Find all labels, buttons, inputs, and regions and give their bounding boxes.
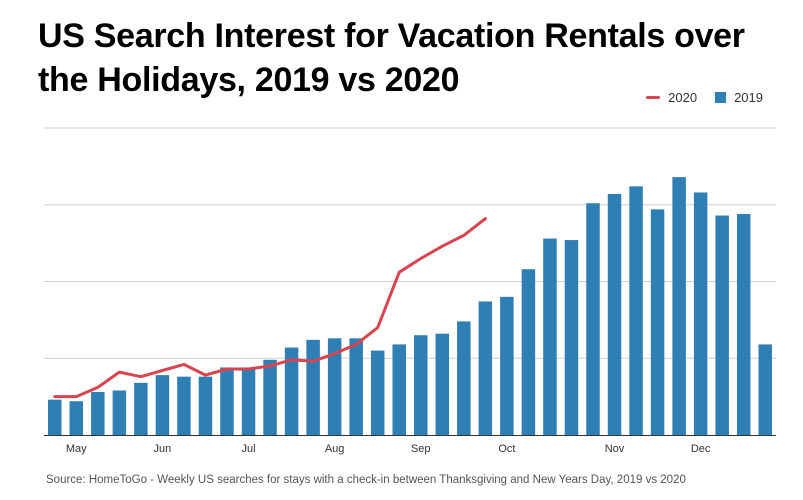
x-tick-label-oct: Oct	[498, 443, 515, 455]
bar-2019-week-25	[564, 240, 579, 435]
legend-label-2019: 2019	[734, 90, 763, 105]
bar-2019-week-19	[435, 333, 450, 435]
bar-2019-week-31	[693, 192, 708, 435]
x-tick-label-may: May	[66, 443, 87, 455]
bar-2019-week-17	[392, 344, 406, 435]
bar-2019-week-26	[586, 203, 600, 435]
bar-2019-week-9	[220, 367, 234, 435]
line-2020	[53, 217, 487, 399]
chart-title: US Search Interest for Vacation Rentals …	[38, 17, 745, 99]
bar-2019-week-8	[198, 376, 213, 435]
legend-item-2020[interactable]: 2020	[646, 90, 697, 105]
bar-2019-week-10	[241, 367, 256, 435]
bar-2019-week-28	[629, 186, 643, 435]
legend: 2020 2019	[628, 90, 763, 105]
source-note: Source: HomeToGo - Weekly US searches fo…	[46, 474, 686, 486]
bar-2019-week-2	[69, 401, 84, 435]
bar-2019-week-32	[715, 215, 729, 435]
bar-2019-week-29	[650, 209, 665, 435]
legend-swatch-2019	[715, 92, 727, 103]
x-tick-label-jul: Jul	[241, 443, 255, 455]
bar-2019-week-14	[327, 338, 342, 435]
bar-2019-week-3	[91, 392, 105, 435]
legend-swatch-2020	[646, 96, 661, 99]
bar-2019-week-22	[500, 296, 514, 435]
legend-label-2020: 2020	[668, 90, 698, 105]
bar-2019-week-21	[478, 301, 493, 435]
bar-2019-week-20	[457, 321, 471, 435]
bar-2019-week-15	[349, 338, 363, 435]
bar-2019-week-33	[736, 213, 751, 435]
bar-2019-week-24	[543, 238, 557, 435]
bar-2019-week-23	[521, 269, 536, 435]
bar-2019-week-5	[134, 382, 148, 435]
bar-2019-week-6	[155, 375, 170, 435]
x-tick-label-dec: Dec	[691, 443, 711, 455]
x-tick-label-sep: Sep	[411, 443, 431, 455]
bar-2019-week-12	[284, 347, 299, 435]
bar-2019-week-18	[414, 335, 428, 435]
bar-2019-week-7	[177, 376, 191, 435]
bar-2019-week-16	[370, 350, 385, 435]
chart-plot: May Jun Jul Aug Sep Oct Nov Dec	[44, 127, 776, 455]
bar-2019-week-4	[112, 390, 127, 435]
x-tick-label-jun: Jun	[154, 443, 172, 455]
bar-2019-week-11	[263, 359, 277, 435]
bar-2019-week-27	[607, 194, 622, 435]
legend-item-2019[interactable]: 2019	[715, 90, 763, 105]
bar-2019-week-34	[758, 344, 772, 435]
bar-2019-week-13	[306, 339, 320, 435]
bar-2019-week-1	[48, 399, 62, 435]
x-tick-label-aug: Aug	[325, 443, 345, 455]
x-tick-label-nov: Nov	[605, 443, 625, 455]
bar-2019-week-30	[672, 177, 686, 435]
